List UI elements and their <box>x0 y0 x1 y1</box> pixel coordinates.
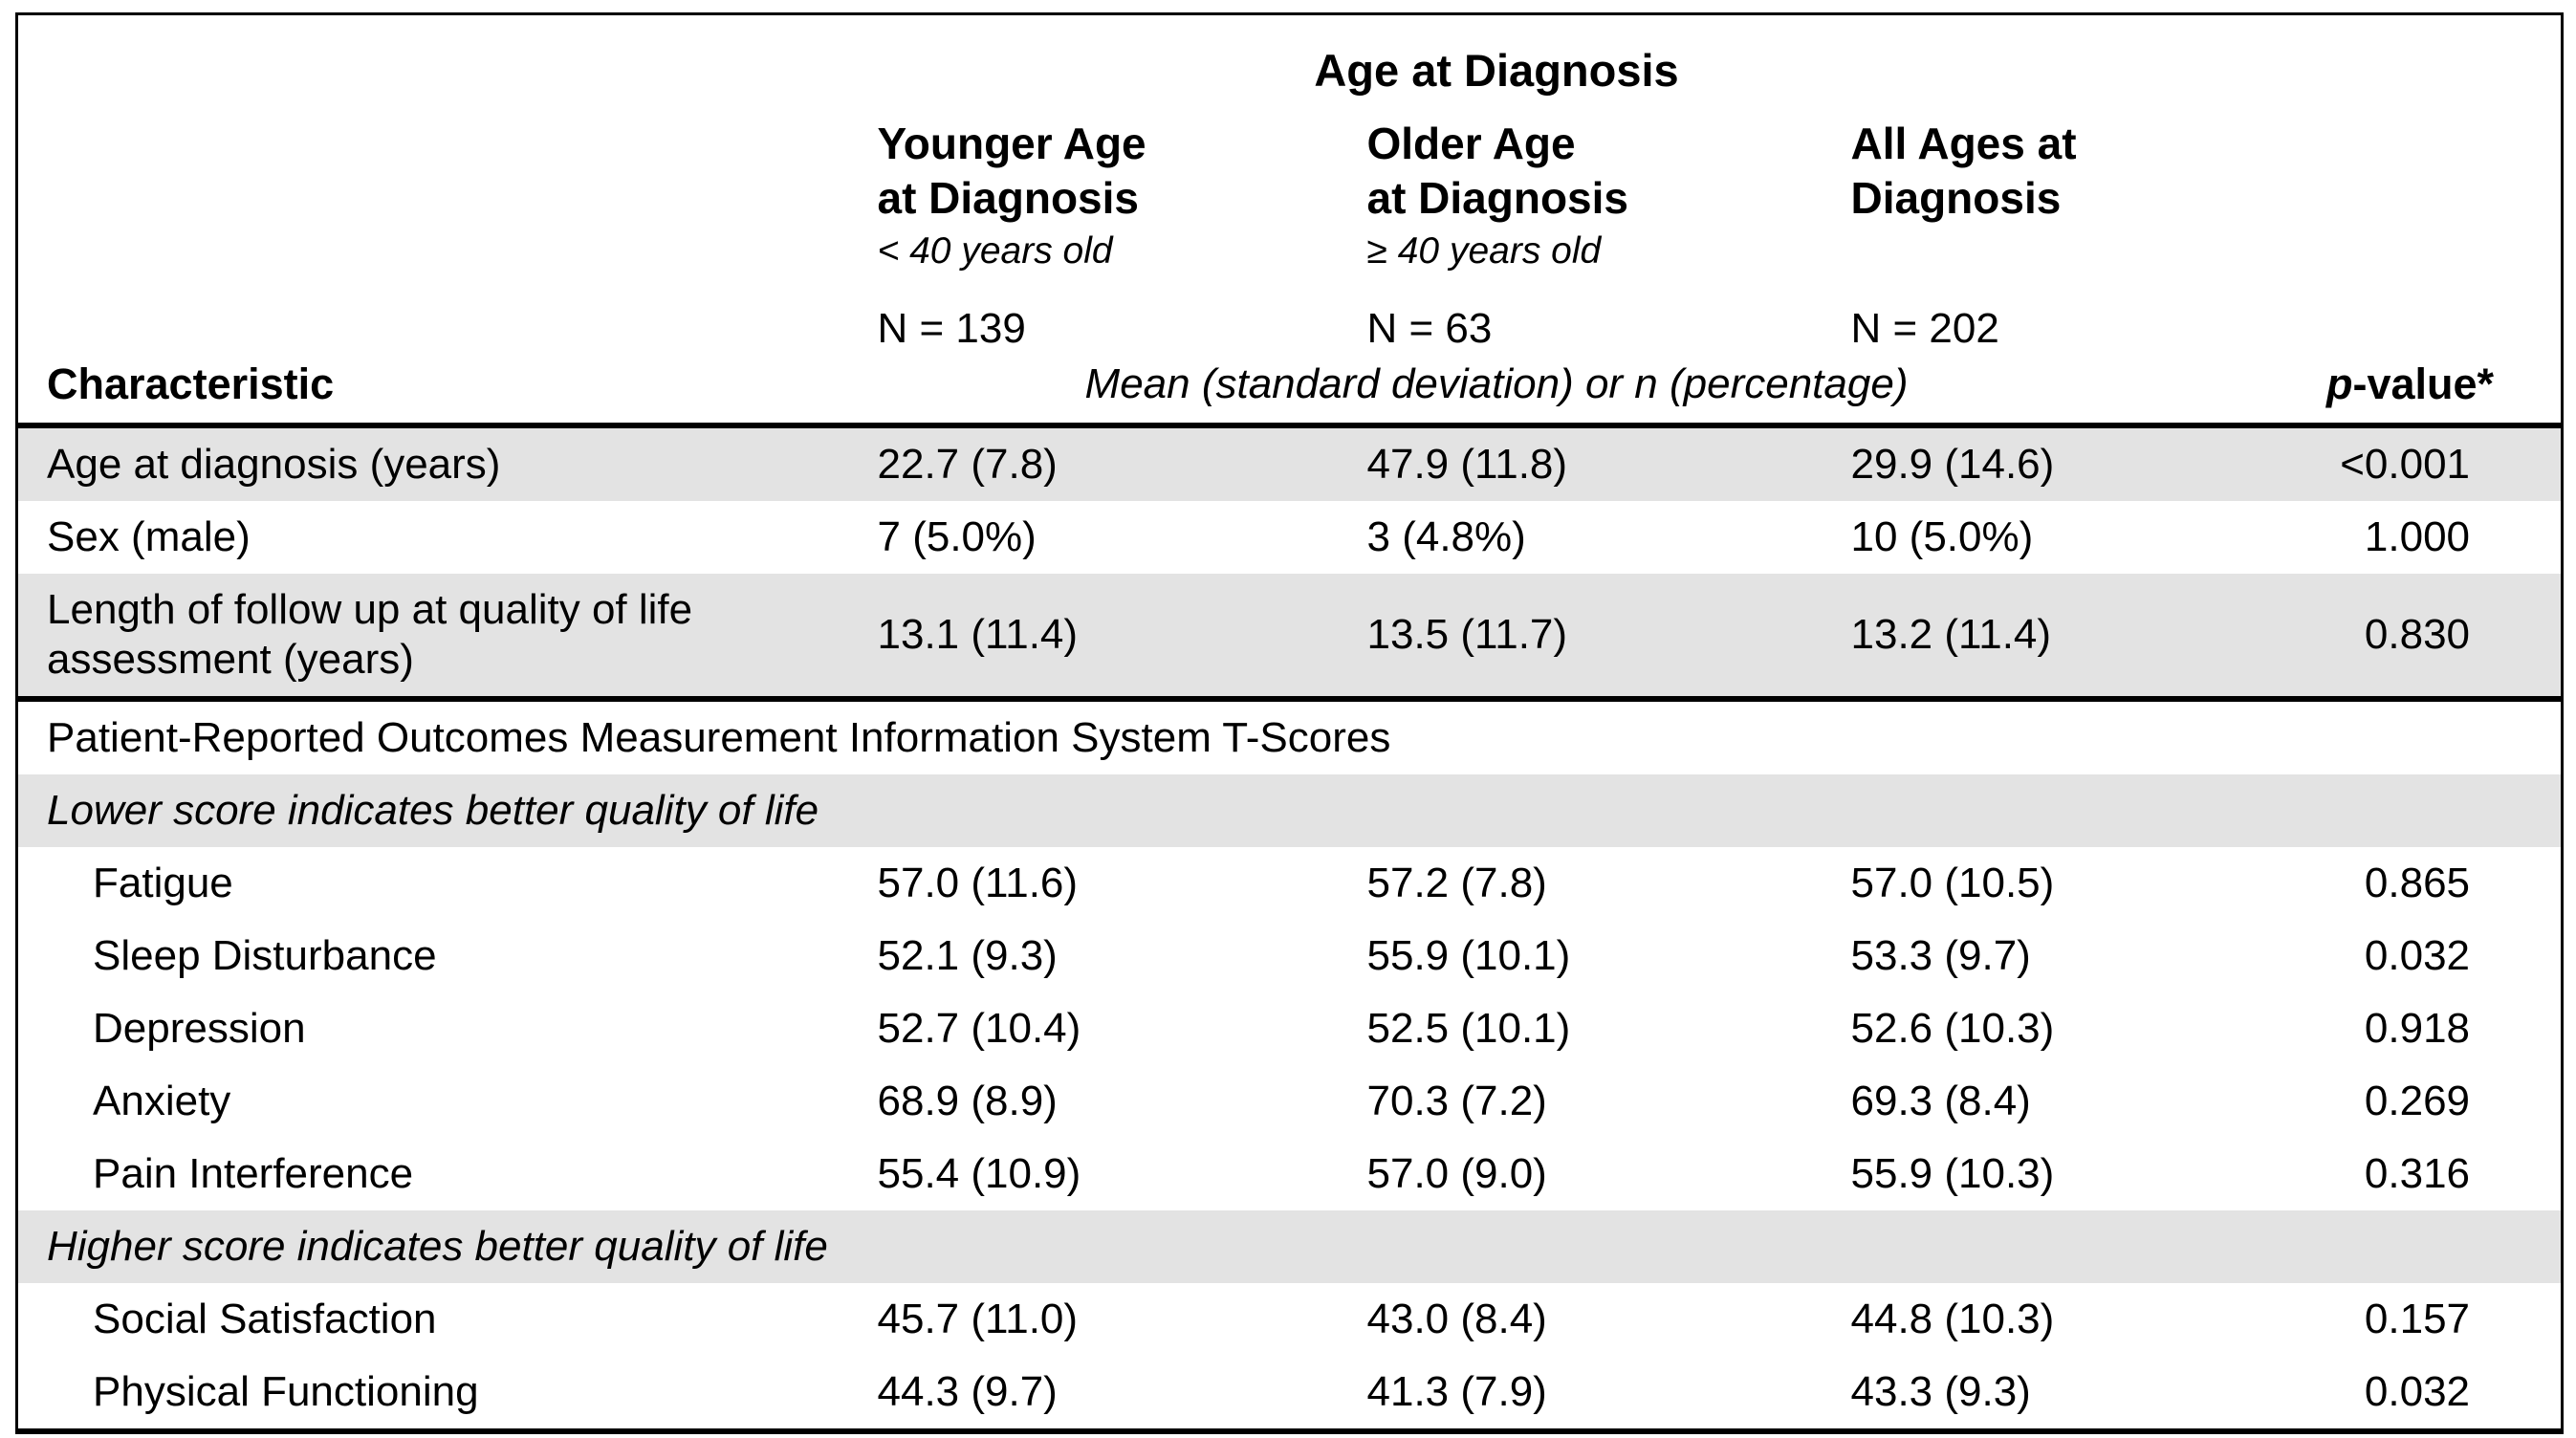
cell-older: 70.3 (7.2) <box>1366 1078 1547 1124</box>
measure-header: Mean (standard deviation) or n (percenta… <box>862 360 2289 428</box>
cell-all: 53.3 (9.7) <box>1850 932 2031 979</box>
cell-younger: 52.7 (10.4) <box>877 1005 1081 1052</box>
empty-header-cell <box>2289 275 2563 360</box>
cell-all: 52.6 (10.3) <box>1850 1005 2055 1052</box>
table-row-sleep-disturbance: Sleep Disturbance 52.1 (9.3) 55.9 (10.1)… <box>17 920 2563 992</box>
cell-younger: 44.3 (9.7) <box>877 1368 1058 1415</box>
column-name: All Ages at Diagnosis <box>1850 119 2077 223</box>
table-row-anxiety: Anxiety 68.9 (8.9) 70.3 (7.2) 69.3 (8.4)… <box>17 1065 2563 1138</box>
row-label: Age at diagnosis (years) <box>16 425 862 501</box>
cell-all: 43.3 (9.3) <box>1850 1368 2031 1415</box>
cell-older: 41.3 (7.9) <box>1366 1368 1547 1415</box>
pvalue-header-p: p <box>2325 360 2353 408</box>
cell-older: 57.2 (7.8) <box>1366 860 1547 906</box>
cell-younger: 57.0 (11.6) <box>877 860 1079 906</box>
column-sublabel <box>1851 228 2280 275</box>
n-younger: N = 139 <box>877 305 1026 352</box>
table-row-physical-functioning: Physical Functioning 44.3 (9.7) 41.3 (7.… <box>17 1356 2563 1431</box>
sample-size-row: N = 139 N = 63 N = 202 <box>17 275 2563 360</box>
n-all: N = 202 <box>1850 305 1999 352</box>
measure-spec-row: Characteristic Mean (standard deviation)… <box>16 360 2563 428</box>
cell-pvalue: 0.032 <box>2364 1368 2471 1415</box>
cell-all: 57.0 (10.5) <box>1850 860 2055 906</box>
column-sublabel: ≥ 40 years old <box>1366 230 1602 272</box>
empty-corner-cell <box>17 14 862 108</box>
note-row-higher-score: Higher score indicates better quality of… <box>16 1210 2563 1283</box>
cell-younger: 13.1 (11.4) <box>862 574 1352 702</box>
table-title-row: Age at Diagnosis <box>17 14 2563 108</box>
row-label: Sleep Disturbance <box>93 932 437 979</box>
table-row-age-at-diagnosis: Age at diagnosis (years) 22.7 (7.8) 47.9… <box>16 425 2563 501</box>
table-row-pain-interference: Pain Interference 55.4 (10.9) 57.0 (9.0)… <box>17 1138 2563 1210</box>
cell-older: 57.0 (9.0) <box>1366 1150 1547 1197</box>
cell-younger: 22.7 (7.8) <box>862 425 1352 501</box>
section-label: Patient-Reported Outcomes Measurement In… <box>47 714 1391 761</box>
column-sublabel: < 40 years old <box>877 230 1113 272</box>
row-label: Pain Interference <box>93 1150 414 1197</box>
cell-younger: 52.1 (9.3) <box>877 932 1058 979</box>
column-header-younger-age: Younger Age at Diagnosis < 40 years old <box>862 107 1352 275</box>
cell-pvalue: 0.032 <box>2364 932 2471 979</box>
table-row-depression: Depression 52.7 (10.4) 52.5 (10.1) 52.6 … <box>17 992 2563 1065</box>
cell-all: 13.2 (11.4) <box>1835 574 2289 702</box>
cell-younger: 55.4 (10.9) <box>877 1150 1081 1197</box>
row-label: Sex (male) <box>47 513 251 560</box>
table-row-fatigue: Fatigue 57.0 (11.6) 57.2 (7.8) 57.0 (10.… <box>17 847 2563 920</box>
cell-pvalue: <0.001 <box>2288 425 2563 501</box>
pvalue-header-rest: -value* <box>2352 360 2495 408</box>
cell-older: 47.9 (11.8) <box>1351 425 1836 501</box>
cell-all: 29.9 (14.6) <box>1835 425 2289 501</box>
empty-header-cell <box>17 275 862 360</box>
note-label: Higher score indicates better quality of… <box>16 1210 2563 1283</box>
age-at-diagnosis-table: Age at Diagnosis Younger Age at Diagnosi… <box>15 12 2565 1434</box>
cell-younger: 45.7 (11.0) <box>877 1296 1079 1342</box>
section-row-promis-tscores: Patient-Reported Outcomes Measurement In… <box>17 699 2563 774</box>
cell-older: 3 (4.8%) <box>1366 513 1526 560</box>
table-row-follow-up-length: Length of follow up at quality of life a… <box>16 574 2563 702</box>
column-header-row: Younger Age at Diagnosis < 40 years old … <box>17 107 2563 275</box>
column-header-older-age: Older Age at Diagnosis ≥ 40 years old <box>1352 107 1836 275</box>
cell-pvalue: 1.000 <box>2364 513 2471 560</box>
cell-older: 43.0 (8.4) <box>1366 1296 1547 1342</box>
table-title: Age at Diagnosis <box>1314 45 1679 96</box>
cell-pvalue: 0.830 <box>2288 574 2563 702</box>
table-row-sex: Sex (male) 7 (5.0%) 3 (4.8%) 10 (5.0%) 1… <box>17 501 2563 574</box>
n-older: N = 63 <box>1366 305 1493 352</box>
cell-pvalue: 0.269 <box>2364 1078 2471 1124</box>
row-label: Length of follow up at quality of life a… <box>16 574 862 702</box>
cell-all: 69.3 (8.4) <box>1850 1078 2031 1124</box>
cell-all: 55.9 (10.3) <box>1850 1150 2055 1197</box>
cell-pvalue: 0.157 <box>2364 1296 2471 1342</box>
empty-header-cell <box>2289 14 2563 108</box>
row-label: Depression <box>93 1005 306 1052</box>
cell-older: 13.5 (11.7) <box>1351 574 1836 702</box>
column-header-all-ages: All Ages at Diagnosis <box>1836 107 2289 275</box>
cell-all: 10 (5.0%) <box>1850 513 2034 560</box>
row-label: Fatigue <box>93 860 233 906</box>
note-row-lower-score: Lower score indicates better quality of … <box>16 774 2563 847</box>
row-label: Social Satisfaction <box>93 1296 437 1342</box>
pvalue-header: p-value* <box>2288 360 2563 428</box>
cell-older: 52.5 (10.1) <box>1366 1005 1571 1052</box>
column-name: Older Age at Diagnosis <box>1366 119 1629 223</box>
cell-older: 55.9 (10.1) <box>1366 932 1571 979</box>
characteristic-header: Characteristic <box>16 360 862 428</box>
cell-younger: 68.9 (8.9) <box>877 1078 1058 1124</box>
cell-younger: 7 (5.0%) <box>877 513 1037 560</box>
row-label: Anxiety <box>93 1078 231 1124</box>
cell-all: 44.8 (10.3) <box>1850 1296 2055 1342</box>
cell-pvalue: 0.918 <box>2364 1005 2471 1052</box>
column-name: Younger Age at Diagnosis <box>877 119 1146 223</box>
empty-header-cell <box>2289 107 2563 275</box>
row-label: Physical Functioning <box>93 1368 479 1415</box>
note-label: Lower score indicates better quality of … <box>16 774 2563 847</box>
empty-header-cell <box>17 107 862 275</box>
cell-pvalue: 0.865 <box>2364 860 2471 906</box>
table-row-social-satisfaction: Social Satisfaction 45.7 (11.0) 43.0 (8.… <box>17 1283 2563 1356</box>
cell-pvalue: 0.316 <box>2364 1150 2471 1197</box>
